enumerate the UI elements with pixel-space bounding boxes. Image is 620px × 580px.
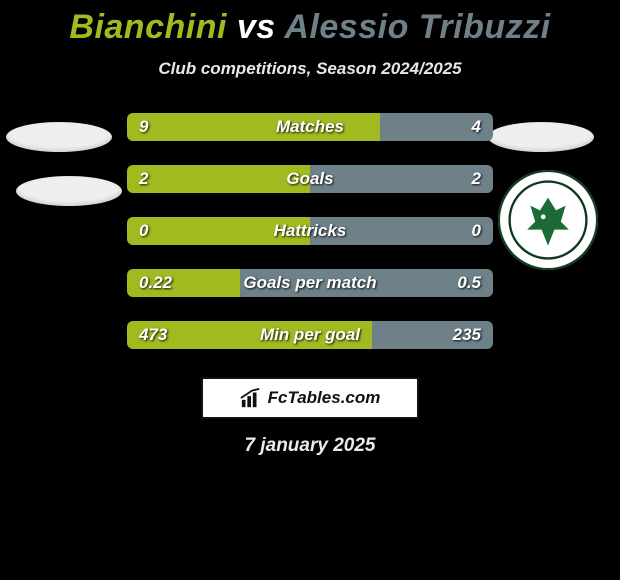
stat-left-value: 9 [139,113,148,141]
player2-name: Alessio Tribuzzi [284,8,550,46]
stat-row: 00Hattricks [127,217,493,245]
stat-row: 473235Min per goal [127,321,493,349]
stat-left-value: 0.22 [139,269,172,297]
stat-row: 0.220.5Goals per match [127,269,493,297]
vs-text: vs [237,8,276,46]
footer-brand-text: FcTables.com [268,388,381,408]
stat-right-value: 4 [472,113,481,141]
bar-left [127,113,380,141]
stat-left-value: 0 [139,217,148,245]
stats-rows: 94Matches22Goals00Hattricks0.220.5Goals … [0,113,620,349]
stat-left-value: 2 [139,165,148,193]
infographic-container: Bianchini vs Alessio Tribuzzi Club compe… [0,0,620,457]
stat-row: 94Matches [127,113,493,141]
subtitle: Club competitions, Season 2024/2025 [0,59,620,79]
date-text: 7 january 2025 [0,435,620,457]
bar-left [127,165,310,193]
bar-right [310,217,493,245]
chart-icon [240,388,262,408]
stat-left-value: 473 [139,321,167,349]
bar-right [310,165,493,193]
stat-row: 22Goals [127,165,493,193]
page-title: Bianchini vs Alessio Tribuzzi [0,8,620,47]
stat-right-value: 0 [472,217,481,245]
stat-right-value: 235 [453,321,481,349]
player1-name: Bianchini [69,8,227,46]
bar-left [127,217,310,245]
footer-brand-box: FcTables.com [201,377,419,419]
bar-right [240,269,493,297]
stat-right-value: 2 [472,165,481,193]
stat-right-value: 0.5 [457,269,481,297]
